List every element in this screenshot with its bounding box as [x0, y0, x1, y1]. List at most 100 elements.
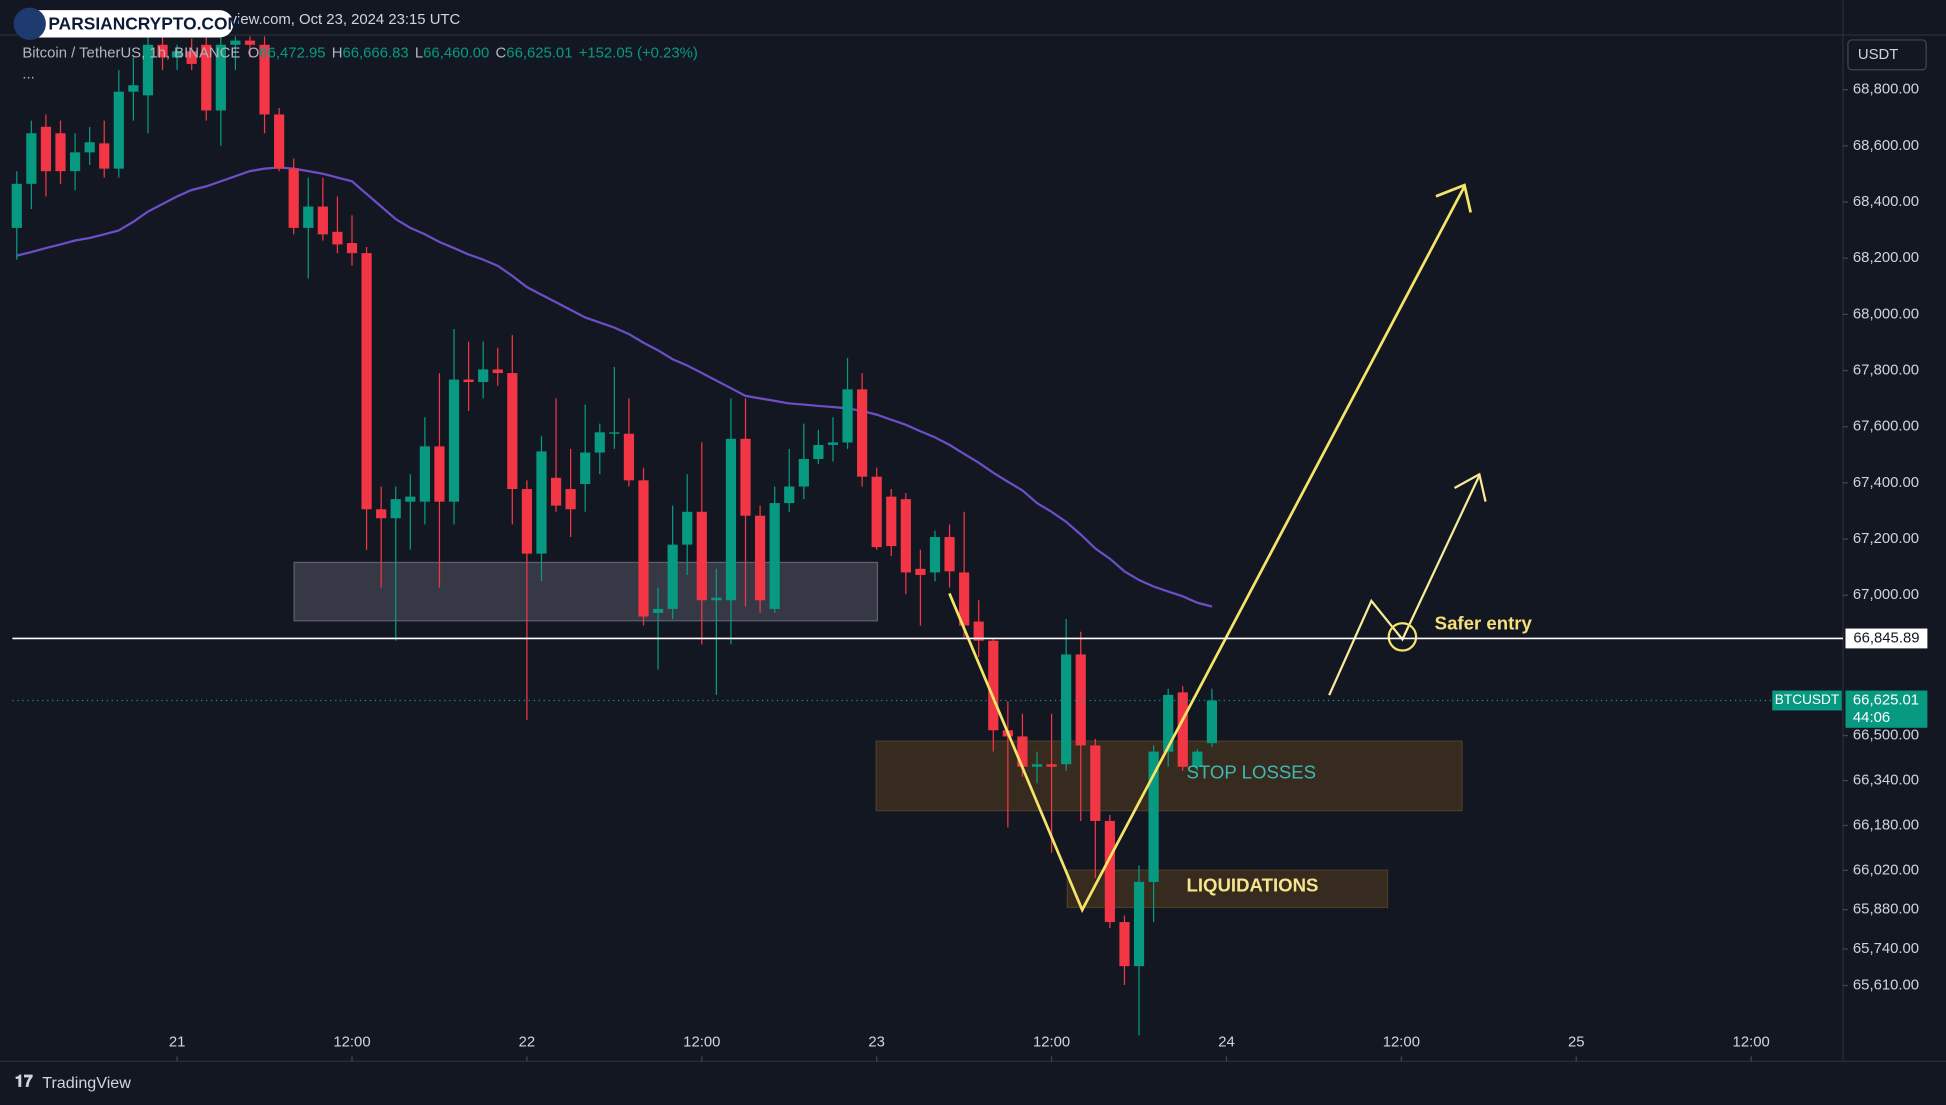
- candle-body: [84, 142, 95, 153]
- candle-body: [623, 433, 635, 481]
- candle-body: [1119, 922, 1130, 967]
- candle-body: [405, 496, 416, 502]
- candle-body: [55, 133, 66, 172]
- brand-icon: 𝟏𝟕: [15, 1073, 33, 1091]
- candle-body: [740, 438, 751, 516]
- candle-body: [376, 509, 387, 519]
- candle-body: [113, 91, 124, 169]
- currency-label[interactable]: USDT: [1858, 47, 1899, 63]
- annotation: LIQUIDATIONS: [1186, 874, 1318, 895]
- candle-body: [754, 515, 766, 601]
- x-tick-label: 23: [868, 1035, 885, 1051]
- y-tick-label: 68,600.00: [1853, 138, 1919, 154]
- y-tick-label: 67,000.00: [1853, 587, 1919, 603]
- candle-body: [550, 477, 562, 506]
- candle-body: [1090, 745, 1101, 821]
- y-tick-label: 65,880.00: [1853, 902, 1919, 918]
- ohlc-value: 66,666.83: [342, 46, 408, 62]
- candle-body: [361, 253, 372, 510]
- price-label: 66,625.01: [1853, 692, 1919, 708]
- y-tick-label: 68,200.00: [1853, 250, 1919, 266]
- x-tick-label: 24: [1218, 1035, 1235, 1051]
- y-tick-label: 66,180.00: [1853, 817, 1919, 833]
- ohlc-value: 66,625.01: [506, 46, 572, 62]
- candle-body: [1031, 764, 1043, 767]
- candle-body: [638, 480, 649, 617]
- candle-body: [215, 44, 226, 111]
- y-tick-label: 66,340.00: [1853, 772, 1919, 788]
- entry-marker: [1387, 622, 1418, 652]
- candle-body: [492, 369, 503, 374]
- candle-body: [274, 114, 285, 169]
- ohlc-key: O: [248, 46, 260, 62]
- countdown: 44:06: [1853, 710, 1890, 726]
- y-tick-label: 67,800.00: [1853, 362, 1919, 378]
- y-tick-label: 67,400.00: [1853, 475, 1919, 491]
- x-tick-label: 12:00: [1733, 1035, 1770, 1051]
- drawings: [948, 183, 1487, 914]
- logo-badge: [17, 10, 234, 38]
- candle-body: [1017, 736, 1028, 767]
- arrow-head: [1453, 472, 1487, 502]
- ohlc-value: 66,460.00: [423, 46, 489, 62]
- y-tick-label: 68,800.00: [1853, 82, 1919, 98]
- candle-body: [652, 608, 664, 613]
- candle-body: [244, 40, 256, 45]
- ohlc-key: C: [496, 46, 507, 62]
- candle-body: [711, 597, 722, 601]
- x-tick-label: 25: [1568, 1035, 1585, 1051]
- candle-body: [128, 85, 139, 92]
- level-label-box: [1845, 628, 1928, 649]
- change: +152.05 (+0.23%): [579, 46, 698, 62]
- symbol: Bitcoin / TetherUS, 1h, BINANCE: [22, 46, 240, 62]
- logo: PARSIANCRYPTO.COM: [13, 7, 242, 40]
- candle-body: [69, 152, 81, 172]
- y-tick-label: 68,400.00: [1853, 194, 1919, 210]
- candle-body: [929, 537, 941, 573]
- candle-body: [536, 451, 547, 554]
- plot: [11, 36, 1218, 1036]
- arrow-head: [1435, 183, 1473, 213]
- more-button[interactable]: ...: [22, 67, 34, 83]
- candle-body: [346, 243, 358, 254]
- candle-body: [507, 373, 518, 490]
- candle-body: [1163, 694, 1174, 752]
- level-label: 66,845.89: [1853, 630, 1919, 646]
- zones: [293, 561, 1463, 909]
- candle-body: [857, 389, 868, 477]
- source: view.com, Oct 23, 2024 23:15 UTC: [230, 12, 461, 28]
- projection-path: [948, 185, 1466, 914]
- moving-average: [16, 166, 1213, 608]
- candle-body: [172, 51, 183, 58]
- y-tick-label: 67,600.00: [1853, 419, 1919, 435]
- candle-body: [157, 44, 168, 58]
- y-tick-label: 67,200.00: [1853, 531, 1919, 547]
- candle-body: [142, 44, 154, 96]
- ohlc-value: 66,472.95: [259, 46, 325, 62]
- currency-button[interactable]: [1847, 39, 1927, 71]
- candle-body: [915, 568, 926, 575]
- candle-body: [26, 133, 37, 184]
- logo-text: PARSIANCRYPTO.COM: [48, 14, 242, 34]
- candle-body: [317, 206, 328, 235]
- candle-body: [186, 51, 197, 64]
- candle-body: [988, 640, 999, 731]
- candle-body: [594, 432, 605, 453]
- y-tick-label: 65,740.00: [1853, 941, 1919, 957]
- x-tick-label: 12:00: [1383, 1035, 1420, 1051]
- candle-body: [478, 369, 489, 383]
- candle-body: [900, 499, 911, 573]
- logo-icon: [13, 7, 46, 40]
- entry-path: [1328, 475, 1481, 696]
- candle-body: [11, 183, 22, 228]
- candle-body: [463, 379, 474, 383]
- annotation: Safer entry: [1435, 612, 1533, 633]
- candle-body: [434, 446, 445, 502]
- candle-body: [1046, 764, 1057, 767]
- y-tick-label: 66,020.00: [1853, 862, 1919, 878]
- x-tick-label: 12:00: [333, 1035, 370, 1051]
- x-tick-label: 21: [169, 1035, 186, 1051]
- symbol-label-box: [1772, 690, 1842, 711]
